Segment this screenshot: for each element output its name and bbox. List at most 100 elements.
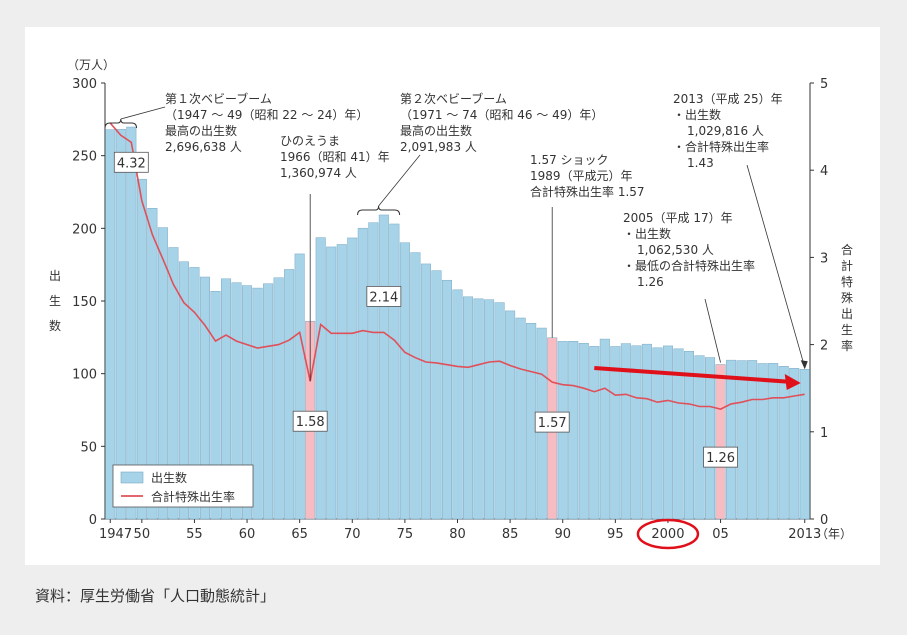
leader-2005 bbox=[704, 298, 721, 363]
annotation-line: 最高の出生数 bbox=[165, 123, 237, 138]
bar bbox=[231, 282, 242, 520]
x-tick-label: 05 bbox=[712, 527, 729, 542]
bar bbox=[494, 302, 505, 520]
bar bbox=[178, 261, 189, 520]
bar bbox=[641, 343, 652, 520]
right-tick-label: 1 bbox=[820, 426, 828, 441]
bar bbox=[473, 298, 484, 520]
fertility-rate-line bbox=[109, 122, 805, 410]
x-tick-label: 1947 bbox=[99, 527, 132, 542]
x-tick-label: 55 bbox=[186, 527, 203, 542]
value-label: 1.57 bbox=[538, 416, 567, 431]
left-tick-label: 0 bbox=[89, 513, 97, 528]
bar bbox=[105, 129, 116, 520]
x-tick-label: 50 bbox=[134, 527, 151, 542]
bar bbox=[768, 363, 779, 520]
right-tick-label: 0 bbox=[820, 513, 828, 528]
legend-label-rate: 合計特殊出生率 bbox=[151, 489, 235, 504]
annotation-line: 1,062,530 人 bbox=[637, 243, 714, 257]
bar bbox=[789, 368, 800, 520]
annotation-line: 1.57 ショック bbox=[530, 153, 609, 167]
annotation-line: 2013（平成 25）年 bbox=[673, 92, 783, 106]
axes: 050100150200250300012345（万人）出生数合計特殊出生率19… bbox=[49, 58, 853, 542]
right-axis-label-char: 特 bbox=[841, 274, 853, 289]
bar bbox=[168, 247, 179, 520]
bar bbox=[315, 237, 326, 520]
right-axis-label-char: 率 bbox=[841, 338, 853, 353]
right-tick-label: 5 bbox=[820, 77, 828, 92]
value-label-box bbox=[292, 410, 328, 432]
x-tick-label: 75 bbox=[397, 527, 414, 542]
bar bbox=[715, 364, 726, 520]
right-tick-label: 3 bbox=[820, 251, 828, 266]
left-tick-label: 50 bbox=[80, 440, 97, 455]
bar bbox=[620, 343, 631, 520]
leader-2013 bbox=[746, 164, 806, 368]
x-tick-label: 2000 bbox=[651, 527, 684, 542]
annotation-line: 2,696,638 人 bbox=[165, 140, 242, 154]
value-label: 1.58 bbox=[296, 415, 325, 430]
bar bbox=[242, 285, 253, 520]
brace-second-boom bbox=[357, 205, 401, 216]
bar bbox=[705, 357, 716, 520]
x-tick-label: 80 bbox=[449, 527, 466, 542]
leader-first-boom bbox=[120, 106, 166, 120]
value-label-box bbox=[703, 446, 738, 468]
bar bbox=[673, 348, 684, 520]
left-tick-label: 150 bbox=[72, 295, 97, 310]
left-axis-label-char: 生 bbox=[49, 294, 61, 308]
annotation-line: ・合計特殊出生率 bbox=[673, 139, 769, 154]
bar bbox=[294, 253, 305, 520]
annotation-line: 1966（昭和 41）年 bbox=[280, 150, 390, 164]
x-tick-label: 95 bbox=[607, 527, 624, 542]
bar bbox=[263, 283, 274, 520]
bar bbox=[694, 355, 705, 520]
bar bbox=[157, 227, 168, 520]
bar bbox=[326, 246, 337, 520]
bar bbox=[589, 346, 600, 520]
annotation-line: ひのえうま bbox=[280, 134, 340, 148]
bar bbox=[726, 359, 737, 520]
left-tick-label: 100 bbox=[72, 368, 97, 383]
bar bbox=[199, 276, 210, 520]
value-label-box bbox=[534, 411, 570, 433]
bar bbox=[757, 363, 768, 520]
bar bbox=[210, 291, 221, 520]
bar bbox=[631, 345, 642, 520]
bar bbox=[505, 310, 516, 520]
bar bbox=[452, 289, 463, 520]
x-unit: （年） bbox=[816, 527, 852, 541]
annotation-line: 1989（平成元）年 bbox=[530, 169, 633, 183]
annotations: 第１次ベビーブーム（1947 ～ 49（昭和 22 ～ 24）年）最高の出生数2… bbox=[104, 91, 808, 382]
x-tick-label: 85 bbox=[502, 527, 519, 542]
annotation-line: 第２次ベビーブーム bbox=[400, 91, 507, 106]
annotation-line: 2005（平成 17）年 bbox=[623, 211, 733, 225]
annotation-line: 1,029,816 人 bbox=[687, 124, 764, 138]
left-tick-label: 200 bbox=[72, 222, 97, 237]
bar bbox=[347, 237, 358, 520]
x-tick-label: 90 bbox=[554, 527, 571, 542]
annotation-line: （1947 ～ 49（昭和 22 ～ 24）年） bbox=[165, 108, 368, 122]
chart-card: 0 50 100 150 200 250 300 0 1 2 3 4 5 （万人）出生数合計特殊出生率 19… bbox=[25, 27, 880, 565]
bar bbox=[515, 317, 526, 520]
annotation-line: 最高の出生数 bbox=[400, 123, 472, 138]
birth-chart: 050100150200250300012345（万人）出生数合計特殊出生率19… bbox=[49, 58, 853, 550]
circle-2000 bbox=[636, 518, 700, 550]
right-axis-label-char: 殊 bbox=[841, 290, 853, 305]
source-note: 資料：厚生労働省「人口動態統計」 bbox=[35, 587, 276, 605]
bar bbox=[357, 227, 368, 520]
leader-2013-arrowhead bbox=[800, 360, 808, 370]
bar bbox=[399, 242, 410, 520]
trend-arrow-head bbox=[784, 374, 801, 390]
bar bbox=[683, 351, 695, 520]
bar bbox=[610, 346, 621, 520]
bars bbox=[105, 126, 810, 520]
bar bbox=[441, 279, 452, 520]
bar bbox=[484, 299, 495, 520]
bar bbox=[115, 128, 126, 520]
annotation-line: （1971 ～ 74（昭和 46 ～ 49）年） bbox=[400, 108, 603, 122]
annotation-line: 第１次ベビーブーム bbox=[165, 91, 272, 106]
bar bbox=[463, 296, 474, 520]
fertility-line bbox=[109, 122, 805, 410]
value-label-box bbox=[366, 285, 402, 307]
